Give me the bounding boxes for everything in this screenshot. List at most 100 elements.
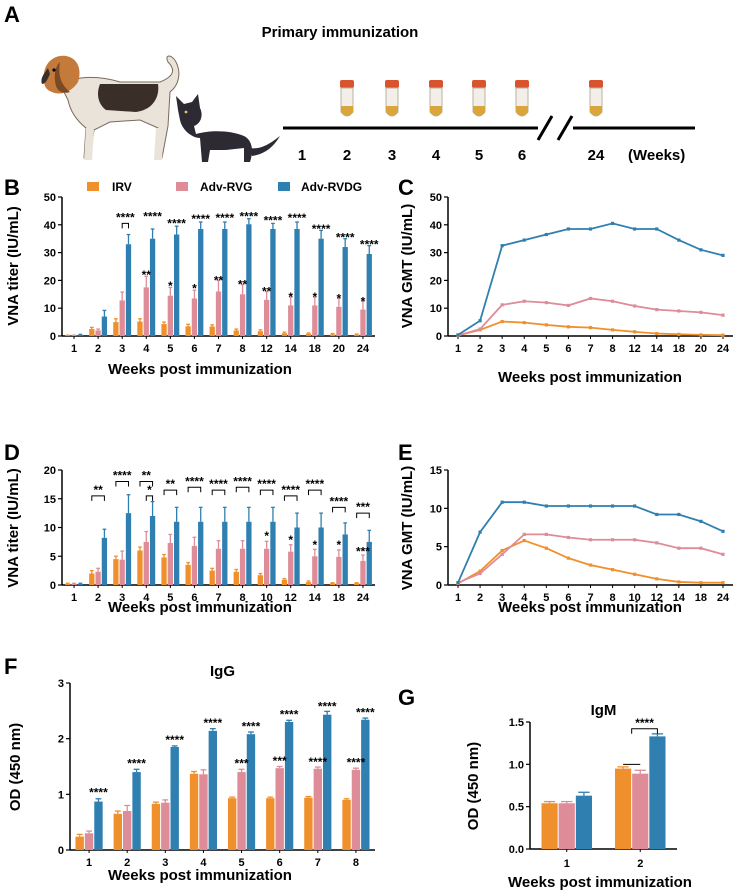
sample-tube-icon bbox=[472, 80, 486, 117]
bar-irv bbox=[233, 571, 239, 585]
timeline-axis bbox=[283, 115, 695, 141]
timeline-week-label: 5 bbox=[475, 147, 483, 164]
data-point-adv-rvdg bbox=[721, 253, 725, 257]
timeline-week-label: 24 bbox=[588, 147, 605, 164]
significance-label: * bbox=[312, 538, 317, 552]
x-tick-label: 18 bbox=[309, 343, 321, 355]
x-tick-label: 5 bbox=[167, 343, 173, 355]
significance-label: **** bbox=[209, 477, 228, 491]
bar-adv-rvdg bbox=[149, 516, 156, 585]
data-point-irv bbox=[655, 577, 659, 581]
significance-label: **** bbox=[280, 708, 299, 722]
significance-label: ** bbox=[142, 469, 152, 483]
significance-label: **** bbox=[165, 733, 184, 747]
bar-adv-rvdg bbox=[125, 244, 132, 336]
x-axis-label: Weeks post immunization bbox=[108, 867, 292, 884]
data-point-adv-rvdg bbox=[677, 238, 681, 242]
x-tick-label: 7 bbox=[587, 343, 593, 355]
bar-adv-rvg bbox=[215, 548, 222, 585]
bar-adv-rvg bbox=[71, 583, 77, 585]
data-point-adv-rvg bbox=[566, 303, 571, 308]
series-line-adv-rvg bbox=[457, 297, 724, 337]
dog-icon bbox=[41, 55, 180, 160]
bar-irv bbox=[209, 326, 215, 336]
data-point-adv-rvg bbox=[721, 313, 725, 317]
bar-adv-rvg bbox=[288, 305, 294, 336]
bar-irv bbox=[137, 550, 143, 585]
data-point-adv-rvg bbox=[677, 546, 681, 550]
x-tick-label: 4 bbox=[143, 343, 150, 355]
bar-adv-rvg bbox=[143, 541, 149, 585]
x-tick-label: 1 bbox=[564, 858, 570, 870]
bar-adv-rvg bbox=[167, 543, 173, 585]
significance-bracket bbox=[308, 489, 322, 496]
x-tick-label: 7 bbox=[315, 857, 321, 869]
bar-adv-rvdg bbox=[170, 747, 179, 850]
data-point-adv-rvdg bbox=[522, 238, 526, 242]
y-tick-label: 10 bbox=[44, 303, 56, 315]
x-tick-label: 2 bbox=[477, 592, 483, 604]
significance-label: **** bbox=[215, 211, 234, 225]
data-point-adv-rvg bbox=[522, 299, 526, 303]
bar-irv bbox=[185, 564, 191, 585]
significance-label: * bbox=[312, 290, 317, 304]
y-tick-label: 1.5 bbox=[509, 717, 524, 729]
x-tick-label: 6 bbox=[191, 343, 197, 355]
bar-adv-rvdg bbox=[294, 228, 300, 336]
bar-adv-rvg bbox=[167, 295, 173, 336]
timeline-week-label: 2 bbox=[343, 147, 351, 164]
data-point-adv-rvg bbox=[588, 296, 593, 301]
data-point-adv-rvdg bbox=[456, 581, 460, 585]
sample-tube-icon bbox=[385, 80, 399, 117]
data-point-irv bbox=[677, 580, 681, 584]
significance-label: **** bbox=[233, 474, 252, 488]
y-tick-label: 30 bbox=[44, 248, 56, 260]
x-tick-label: 2 bbox=[95, 592, 101, 604]
bar-adv-rvdg bbox=[132, 772, 141, 850]
significance-label: * bbox=[288, 533, 293, 547]
y-tick-label: 0 bbox=[58, 845, 64, 857]
series-line-adv-rvg bbox=[457, 533, 724, 584]
y-tick-label: 20 bbox=[430, 275, 442, 287]
significance-bracket bbox=[332, 506, 346, 513]
bar-irv bbox=[89, 329, 95, 336]
y-tick-label: 1 bbox=[58, 789, 64, 801]
significance-bracket bbox=[163, 489, 178, 496]
significance-label: **** bbox=[185, 474, 204, 488]
significance-label: **** bbox=[240, 209, 259, 223]
bar-irv bbox=[281, 579, 288, 585]
bar-adv-rvdg bbox=[294, 527, 300, 585]
legend-label-adv-rvdg: Adv-RVDG bbox=[301, 180, 362, 194]
significance-label: **** bbox=[116, 210, 135, 224]
bar-irv bbox=[305, 333, 312, 336]
bar-adv-rvdg bbox=[318, 527, 324, 585]
bar-irv bbox=[281, 333, 288, 336]
data-point-irv bbox=[633, 572, 637, 576]
bar-irv bbox=[354, 334, 360, 336]
y-tick-label: 15 bbox=[430, 465, 442, 477]
x-tick-label: 3 bbox=[162, 857, 168, 869]
y-tick-label: 50 bbox=[430, 192, 442, 204]
bar-adv-rvdg bbox=[101, 316, 108, 336]
x-tick-label: 18 bbox=[695, 592, 707, 604]
data-point-adv-rvdg bbox=[544, 504, 548, 508]
significance-label: ** bbox=[262, 285, 272, 299]
data-point-adv-rvdg bbox=[456, 333, 460, 337]
data-point-adv-rvdg bbox=[522, 500, 526, 504]
bar-adv-rvdg bbox=[575, 795, 593, 849]
significance-label: **** bbox=[281, 483, 300, 497]
bar-adv-rvdg bbox=[198, 521, 204, 585]
x-tick-label: 6 bbox=[565, 592, 571, 604]
x-tick-label: 14 bbox=[673, 592, 686, 604]
x-axis-label: Weeks post immunization bbox=[508, 874, 692, 891]
data-point-adv-rvg bbox=[610, 538, 615, 542]
bar-adv-rvg bbox=[84, 833, 94, 850]
x-tick-label: 5 bbox=[543, 592, 549, 604]
panel-label-f: F bbox=[4, 654, 17, 679]
significance-bracket bbox=[91, 495, 105, 501]
x-tick-label: 7 bbox=[215, 592, 221, 604]
x-tick-label: 6 bbox=[565, 343, 571, 355]
significance-bracket bbox=[211, 489, 226, 496]
